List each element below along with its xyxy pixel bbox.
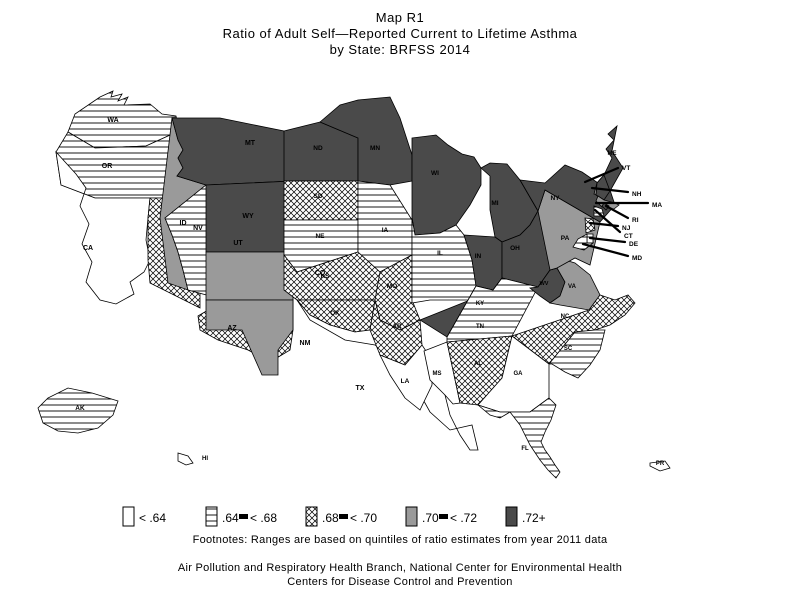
svg-text:LA: LA [401,378,410,385]
svg-text:AR: AR [392,323,402,330]
svg-text:FL: FL [521,446,529,452]
svg-text:HI: HI [202,456,208,462]
svg-text:VA: VA [568,284,577,290]
svg-text:AK: AK [75,405,85,412]
svg-text:MD: MD [632,255,642,262]
svg-text:NH: NH [632,191,642,198]
svg-text:ND: ND [313,145,323,152]
svg-text:< .68: < .68 [250,511,277,525]
svg-text:DE: DE [629,241,639,248]
svg-text:WY: WY [242,213,254,220]
svg-text:VT: VT [622,165,630,172]
svg-text:CT: CT [624,233,633,240]
svg-text:NM: NM [300,340,311,347]
svg-text:UT: UT [233,240,243,247]
svg-text:< .70: < .70 [350,511,377,525]
svg-text:OK: OK [330,310,340,317]
svg-text:IA: IA [382,227,389,234]
svg-text:MO: MO [387,283,397,290]
svg-text:WI: WI [431,170,439,177]
svg-text:.64: .64 [222,511,239,525]
svg-text:IN: IN [475,253,482,260]
svg-text:AL: AL [474,361,482,367]
svg-text:IL: IL [437,250,443,257]
svg-text:ME: ME [608,151,617,157]
svg-text:.72+: .72+ [522,511,546,525]
svg-text:SC: SC [564,346,573,352]
svg-text:TN: TN [476,324,484,330]
svg-text:RI: RI [632,217,639,224]
svg-text:< .72: < .72 [450,511,477,525]
svg-text:WA: WA [107,117,118,124]
svg-text:OH: OH [510,245,520,252]
svg-text:NC: NC [561,314,570,320]
svg-text:NE: NE [315,233,325,240]
svg-text:WV: WV [540,281,549,287]
svg-text:MT: MT [245,140,256,147]
svg-text:ID: ID [180,220,187,227]
svg-text:.68: .68 [322,511,339,525]
svg-text:MI: MI [491,200,498,207]
svg-text:MA: MA [652,202,662,209]
svg-text:GA: GA [514,371,524,377]
svg-text:.70: .70 [422,511,439,525]
svg-text:AZ: AZ [227,325,237,332]
svg-text:KS: KS [320,273,330,280]
svg-text:PA: PA [561,235,570,242]
svg-text:< .64: < .64 [139,511,166,525]
svg-text:TX: TX [356,385,365,392]
svg-text:KY: KY [476,301,484,307]
svg-text:NV: NV [193,225,203,232]
svg-text:NJ: NJ [622,225,631,232]
svg-text:PR: PR [656,461,665,467]
svg-text:OR: OR [102,163,113,170]
svg-text:SD: SD [313,193,322,200]
svg-text:CA: CA [83,245,93,252]
svg-text:MN: MN [370,145,380,152]
svg-text:NY: NY [550,195,560,202]
svg-text:MS: MS [433,371,442,377]
